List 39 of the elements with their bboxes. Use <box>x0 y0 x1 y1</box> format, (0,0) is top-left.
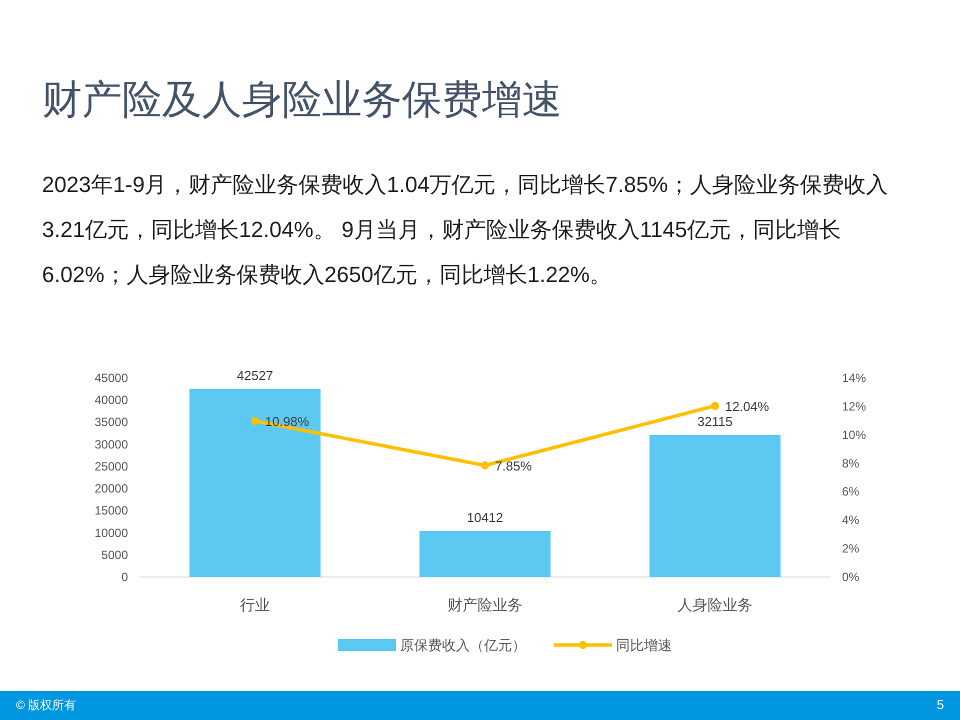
y2-tick-label: 4% <box>842 513 860 528</box>
y-tick-label: 0 <box>121 570 128 584</box>
y2-tick-label: 10% <box>842 428 866 442</box>
y-tick-label: 45000 <box>94 371 128 385</box>
y-tick-label: 25000 <box>94 459 128 474</box>
legend-label: 同比增速 <box>616 637 672 653</box>
y2-tick-label: 14% <box>842 371 866 385</box>
point <box>481 461 489 470</box>
data-label: 32115 <box>697 414 733 429</box>
text: © 版权所有 <box>16 697 76 714</box>
y2-tick-label: 6% <box>842 484 860 499</box>
y-tick-label: 10000 <box>94 526 128 540</box>
bar <box>419 530 551 577</box>
x-tick-label: 财产险业务 <box>448 597 522 614</box>
y-tick-label: 20000 <box>94 482 128 496</box>
point <box>711 402 719 410</box>
y2-tick-label: 8% <box>842 456 860 470</box>
y-tick-label: 5000 <box>101 548 128 562</box>
point <box>251 416 259 425</box>
data-label: 10412 <box>466 510 504 525</box>
data-label: 12.04% <box>725 398 770 414</box>
x-tick-label: 人身险业务 <box>678 597 752 614</box>
chart-title: 财产险及人身险业务保费增速 <box>42 77 562 124</box>
y-tick-label: 30000 <box>94 437 128 452</box>
bar <box>189 388 321 577</box>
y2-tick-label: 0% <box>842 570 860 584</box>
data-label: 7.85% <box>495 458 532 474</box>
chart-subtitle: 2023年1-9月，财产险业务保费收入1.04万亿元，同比增长7.85%；人身险业务保费收入3.21亿元，同比增长12.04%。 9月当月，财产险业务保费收入1145亿元，同比增长6.02%；人身险业务保费收入2650亿元，同比增长1.22%。 <box>42 171 889 289</box>
legend-label: 原保费收入（亿元） <box>400 637 526 653</box>
x-tick-label: 行业 <box>240 597 270 614</box>
y2-tick-label: 12% <box>842 399 866 414</box>
text: 5 <box>936 697 944 712</box>
bar <box>649 434 781 577</box>
data-label: 42527 <box>236 368 274 383</box>
y2-tick-label: 2% <box>842 542 860 556</box>
y-tick-label: 35000 <box>94 415 128 430</box>
y-tick-label: 15000 <box>94 504 128 518</box>
y-tick-label: 40000 <box>94 393 128 408</box>
data-label: 10.98% <box>265 414 310 429</box>
